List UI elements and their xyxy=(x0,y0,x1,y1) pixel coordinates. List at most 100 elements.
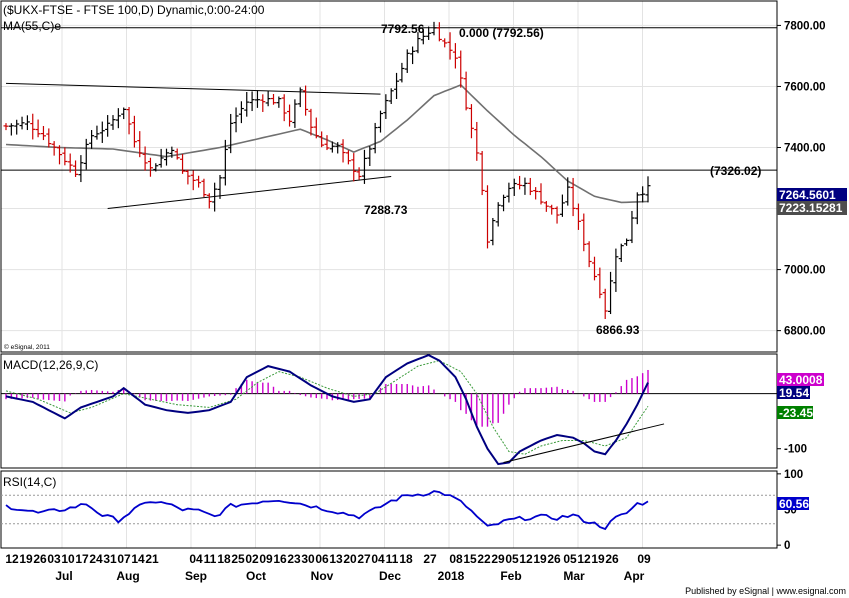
rsi-panel: RSI(14,C) xyxy=(0,470,778,549)
price-bar xyxy=(415,32,421,54)
price-bar xyxy=(426,26,432,40)
price-bar xyxy=(324,135,330,151)
x-tick-label: 27 xyxy=(423,552,437,566)
price-level-lines xyxy=(1,27,777,171)
x-tick-label: 09 xyxy=(637,552,651,566)
price-bar xyxy=(511,178,517,196)
price-bar xyxy=(618,243,624,262)
price-bar xyxy=(613,248,619,292)
price-bar xyxy=(276,96,282,108)
price-bar xyxy=(575,203,581,230)
price-y-tick-label: 7400.00 xyxy=(784,143,826,155)
price-bar xyxy=(297,87,303,108)
price-bar xyxy=(292,99,298,128)
price-bar xyxy=(313,117,319,139)
price-bar xyxy=(57,145,62,165)
price-bar xyxy=(452,43,458,69)
x-month-label: Aug xyxy=(116,569,139,583)
price-bar xyxy=(533,187,539,200)
price-bar xyxy=(565,177,571,206)
price-bar xyxy=(244,91,250,117)
rsi-label: RSI(14,C) xyxy=(3,475,56,489)
price-bar xyxy=(169,146,175,158)
x-tick-label: 15 xyxy=(463,552,477,566)
x-month-label: Nov xyxy=(311,569,334,583)
macd-signal-value-tag: -23.45 xyxy=(777,406,813,420)
price-bar xyxy=(201,178,207,198)
x-tick-label: 26 xyxy=(605,552,619,566)
price-bar xyxy=(436,22,442,42)
grid-lines xyxy=(1,1,777,548)
price-bar xyxy=(131,115,137,148)
price-bar xyxy=(67,153,73,173)
x-tick-label: 26 xyxy=(547,552,561,566)
macd-signal-line xyxy=(5,360,649,455)
price-bar xyxy=(399,62,405,83)
price-bar xyxy=(185,169,191,185)
price-bar xyxy=(485,185,490,249)
price-trendline xyxy=(5,82,381,95)
x-month-label: 2018 xyxy=(438,569,465,583)
price-panel: ($UKX-FTSE - FTSE 100,D) Dynamic,0:00-24… xyxy=(0,0,778,353)
price-bar xyxy=(581,213,587,252)
x-tick-label: 05 xyxy=(563,552,577,566)
price-y-tick-label: 7000.00 xyxy=(784,265,826,277)
price-value-tag: 7264.5601 xyxy=(777,188,847,202)
x-tick-label: 20 xyxy=(343,552,357,566)
price-bar xyxy=(597,267,603,299)
price-bar xyxy=(137,131,143,158)
price-bar xyxy=(517,175,523,190)
ma-label: MA(55,C)e xyxy=(3,19,61,33)
price-bar xyxy=(217,174,223,199)
price-bar xyxy=(110,115,116,130)
rsi-y-tick-label: 0 xyxy=(784,540,790,552)
price-bar xyxy=(356,167,362,180)
x-tick-label: 05 xyxy=(505,552,519,566)
price-bar xyxy=(265,91,271,107)
price-bar xyxy=(592,256,597,281)
x-tick-label: 12 xyxy=(5,552,19,566)
annotation-fib: 0.000 (7792.56) xyxy=(459,26,544,40)
price-bar xyxy=(174,148,180,160)
price-bar xyxy=(105,115,111,137)
price-bar xyxy=(490,217,496,246)
price-bar xyxy=(570,177,576,217)
price-bar xyxy=(238,101,244,124)
price-bar xyxy=(121,107,127,120)
price-bar xyxy=(19,116,25,130)
price-bar xyxy=(83,138,89,170)
x-month-label: Apr xyxy=(624,569,645,583)
price-bar xyxy=(190,170,196,191)
price-bar xyxy=(367,146,373,166)
price-bar xyxy=(142,146,148,171)
price-bar xyxy=(233,107,239,133)
x-month-label: Dec xyxy=(379,569,401,583)
rsi-value-tag: 60.56 xyxy=(777,497,809,511)
x-tick-label: 04 xyxy=(189,552,203,566)
price-bar xyxy=(351,153,357,182)
price-bar xyxy=(153,163,159,172)
x-tick-label: 13 xyxy=(329,552,343,566)
price-bar xyxy=(522,177,528,195)
price-bar xyxy=(538,183,544,205)
x-tick-label: 27 xyxy=(357,552,371,566)
price-bar xyxy=(30,113,36,140)
x-tick-label: 12 xyxy=(577,552,591,566)
price-bar xyxy=(62,147,68,166)
x-tick-label: 22 xyxy=(477,552,491,566)
rsi-guide-lines xyxy=(1,494,777,525)
price-trendlines xyxy=(5,82,392,210)
price-bar xyxy=(474,121,480,161)
price-bar xyxy=(629,210,635,244)
price-bar xyxy=(35,119,41,138)
price-bar xyxy=(340,139,346,163)
x-month-label: Mar xyxy=(563,569,585,583)
macd-signal-value-text: -23.45 xyxy=(779,406,813,420)
price-bar xyxy=(249,91,255,112)
price-bar xyxy=(345,150,351,165)
x-month-label: Feb xyxy=(500,569,521,583)
copyright-label: © eSignal, 2011 xyxy=(4,343,50,351)
x-tick-label: 23 xyxy=(287,552,301,566)
price-title: ($UKX-FTSE - FTSE 100,D) Dynamic,0:00-24… xyxy=(3,3,265,17)
rsi-value-text: 60.56 xyxy=(779,497,809,511)
